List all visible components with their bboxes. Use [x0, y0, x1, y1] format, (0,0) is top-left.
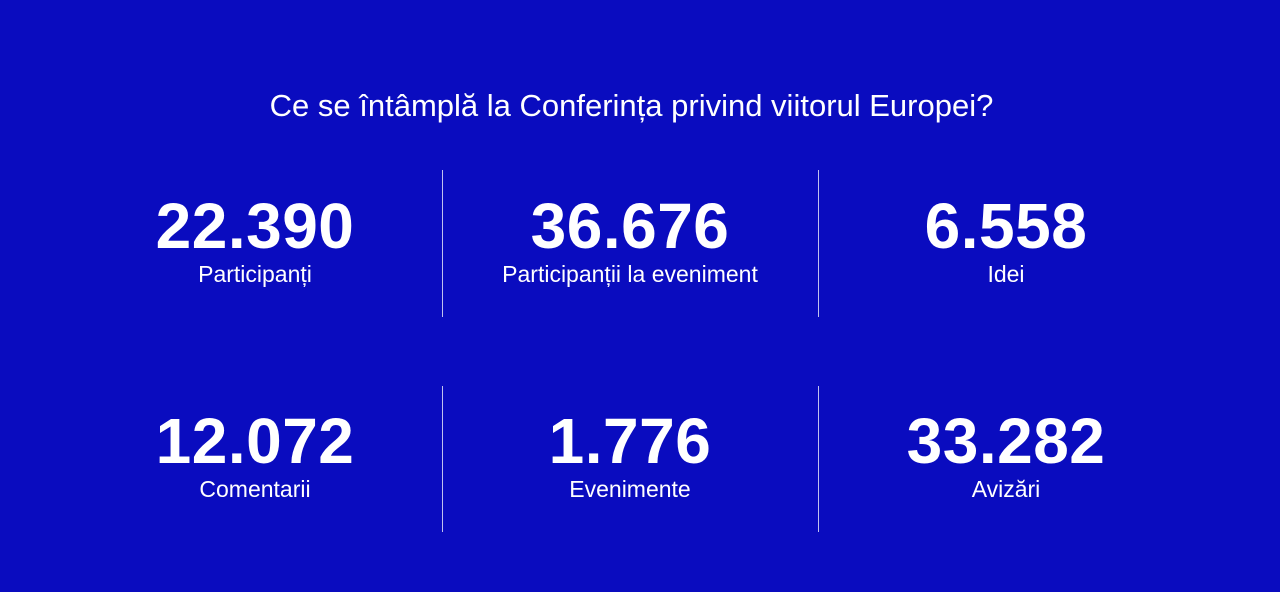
stat-ideas: 6.558 Idei [818, 191, 1194, 289]
column-divider [442, 170, 443, 317]
stat-event-participants: 36.676 Participanții la eveniment [442, 191, 818, 289]
stat-value: 6.558 [924, 190, 1088, 262]
stat-events: 1.776 Evenimente [442, 406, 818, 504]
stat-label: Participanți [198, 261, 312, 287]
column-divider [442, 386, 443, 532]
column-divider [818, 170, 819, 317]
stat-comments: 12.072 Comentarii [67, 406, 443, 504]
stat-value: 22.390 [155, 190, 355, 262]
stat-value: 12.072 [155, 405, 355, 477]
stat-value: 33.282 [906, 405, 1106, 477]
statistics-panel: 22.390 Participanți 36.676 Participanții… [0, 170, 1280, 532]
stat-label: Evenimente [569, 476, 691, 502]
stat-value: 1.776 [548, 405, 712, 477]
page-title: Ce se întâmplă la Conferința privind vii… [269, 87, 994, 123]
stat-participants: 22.390 Participanți [67, 191, 443, 289]
stat-value: 36.676 [530, 190, 730, 262]
stat-label: Idei [987, 261, 1025, 287]
stat-label: Participanții la eveniment [502, 261, 758, 287]
stat-endorsements: 33.282 Avizări [818, 406, 1194, 504]
column-divider [818, 386, 819, 532]
stat-label: Avizări [971, 476, 1041, 502]
stat-label: Comentarii [199, 476, 311, 502]
